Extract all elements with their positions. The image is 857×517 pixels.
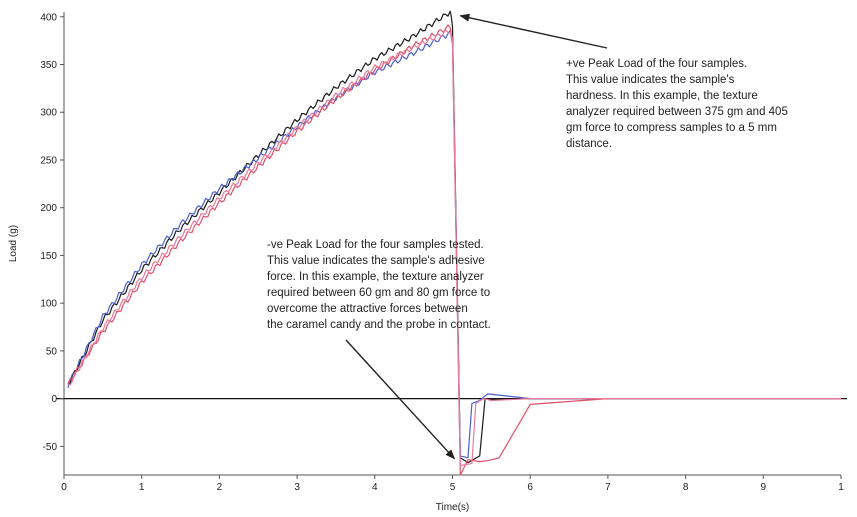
series-line-4 (67, 29, 841, 467)
x-axis-title: Time(s) (436, 502, 470, 513)
annotation-line: the caramel candy and the probe in conta… (267, 319, 491, 331)
annotation-line: required between 60 gm and 80 gm force t… (267, 287, 491, 299)
positive-peak-annotation: +ve Peak Load of the four samples. This … (566, 56, 788, 152)
positive-peak-arrow (459, 13, 608, 49)
x-tick-label: 1 (838, 482, 844, 493)
series-line-3 (67, 24, 841, 476)
annotation-line: analyzer required between 375 gm and 405 (566, 106, 788, 118)
x-tick-label: 5 (450, 482, 456, 493)
x-tick-label: 7 (605, 482, 611, 493)
y-axis-title: Load (g) (8, 225, 19, 262)
tick-labels: -50 0 50 100 150 200 250 300 350 400 0 1 2 3 4 5 6 7 8 9 1 (40, 12, 844, 493)
annotation-line: force. In this example, the texture anal… (267, 271, 484, 283)
annotation-arrows (345, 13, 608, 460)
x-tick-label: 0 (61, 482, 67, 493)
annotation-line: hardness. In this example, the texture (566, 90, 758, 102)
annotation-line: overcome the attractive forces between (267, 303, 468, 315)
x-tick-label: 4 (372, 482, 378, 493)
x-tick-label: 8 (683, 482, 689, 493)
annotation-line: This value indicates the sample's adhesi… (267, 255, 485, 267)
x-tick-label: 3 (294, 482, 300, 493)
y-tick-label: -50 (43, 442, 58, 453)
y-tick-label: 150 (40, 251, 57, 262)
annotation-line: gm force to compress samples to a 5 mm (566, 122, 777, 134)
y-tick-label: 250 (40, 155, 57, 166)
series-layer (67, 10, 841, 476)
y-tick-label: 300 (40, 108, 57, 119)
x-tick-label: 9 (761, 482, 767, 493)
series-line-1 (67, 10, 841, 464)
y-tick-label: 400 (40, 12, 57, 23)
y-tick-label: 350 (40, 60, 57, 71)
negative-peak-annotation: -ve Peak Load for the four samples teste… (267, 237, 491, 333)
annotation-line: distance. (566, 138, 613, 150)
annotation-line: -ve Peak Load for the four samples teste… (267, 239, 484, 251)
annotation-line: +ve Peak Load of the four samples. (566, 58, 748, 70)
axes (56, 12, 847, 479)
y-tick-label: 100 (40, 299, 57, 310)
negative-peak-arrow (345, 339, 456, 460)
y-tick-label: 0 (51, 394, 57, 405)
annotation-line: This value indicates the sample's (566, 74, 735, 86)
x-tick-label: 2 (217, 482, 223, 493)
y-tick-label: 50 (46, 346, 58, 357)
x-tick-label: 6 (527, 482, 533, 493)
y-tick-label: 200 (40, 203, 57, 214)
x-tick-label: 1 (139, 482, 145, 493)
